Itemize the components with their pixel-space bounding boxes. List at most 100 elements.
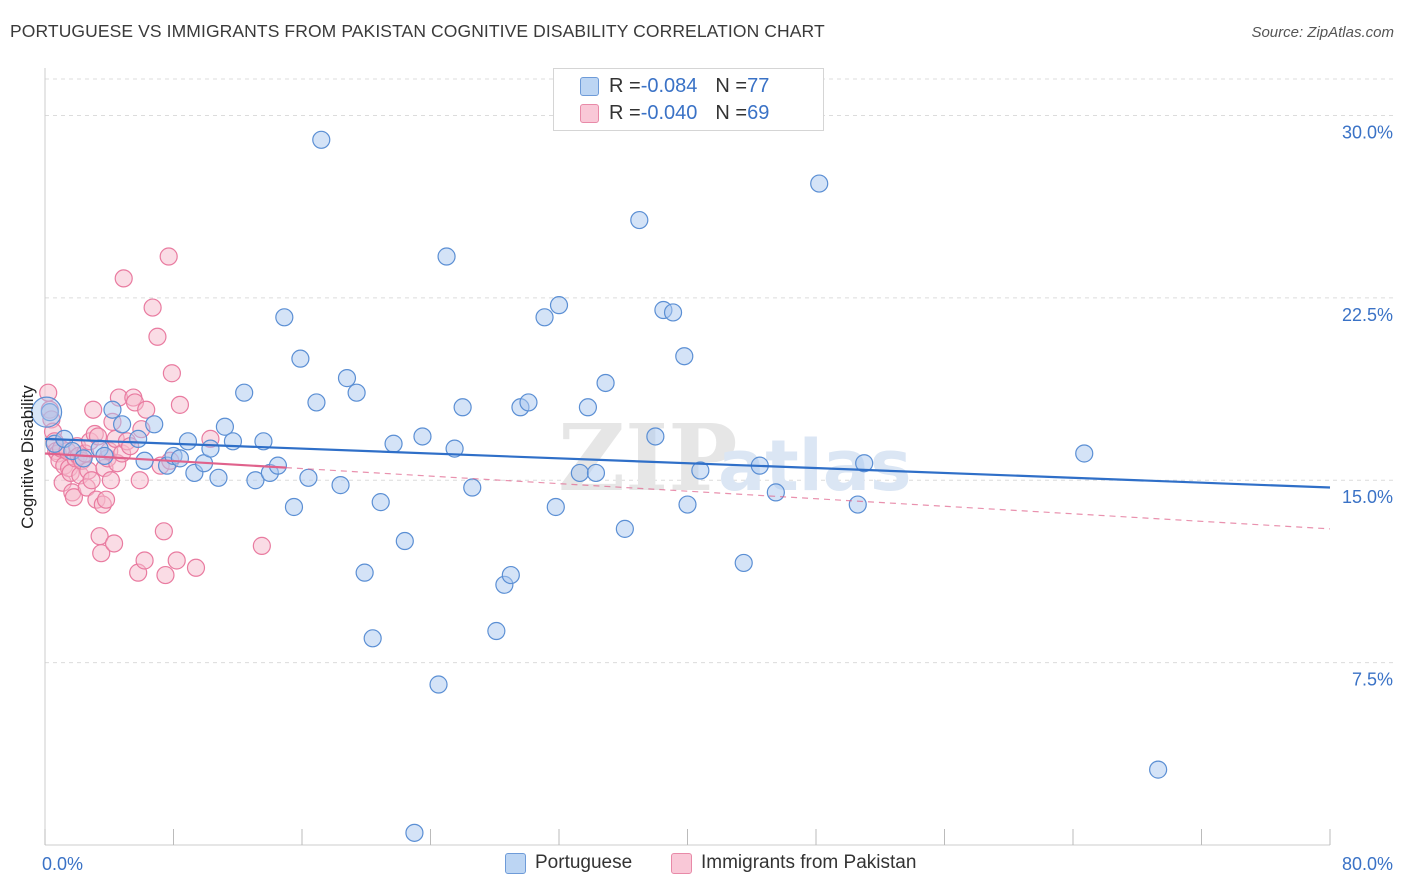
portuguese-point-68 xyxy=(734,553,753,573)
portuguese-point-75 xyxy=(1149,760,1168,779)
portuguese-point-50 xyxy=(501,565,520,585)
portuguese-point-34 xyxy=(337,369,357,388)
legend-row-portuguese: R = -0.084 N = 77 xyxy=(580,74,769,98)
axes xyxy=(44,68,1331,846)
pakistan-point-52 xyxy=(135,551,154,570)
trend-line-pakistan-dashed xyxy=(285,467,1331,530)
pakistan-point-62 xyxy=(167,551,186,570)
portuguese-point-26 xyxy=(268,456,288,475)
pakistan-point-61 xyxy=(162,364,181,383)
portuguese-point-23 xyxy=(246,471,265,490)
portuguese-point-35 xyxy=(347,383,366,402)
series-portuguese-points xyxy=(31,130,1168,842)
pakistan-point-37 xyxy=(101,471,120,490)
tick-labels: 7.5% 15.0% 22.5% 30.0% 0.0% 80.0% xyxy=(42,122,1393,874)
portuguese-point-64 xyxy=(663,303,683,322)
portuguese-point-36 xyxy=(355,563,374,582)
pakistan-point-57 xyxy=(154,522,173,541)
pakistan-point-54 xyxy=(143,298,162,317)
x-tick-label-1: 80.0% xyxy=(1342,854,1393,874)
y-axis-label: Cognitive Disability xyxy=(18,385,37,529)
portuguese-point-66 xyxy=(678,495,697,514)
pakistan-point-50 xyxy=(130,471,149,490)
chart-title: PORTUGUESE VS IMMIGRANTS FROM PAKISTAN C… xyxy=(10,21,825,41)
portuguese-point-74 xyxy=(1075,444,1094,463)
portuguese-point-24 xyxy=(254,432,273,451)
portuguese-point-15 xyxy=(178,432,198,451)
portuguese-point-54 xyxy=(546,497,565,517)
legend-r-label: R = xyxy=(609,74,641,97)
portuguese-point-9 xyxy=(129,429,148,448)
correlation-legend: R = -0.084 N = 77 R = -0.040 N = 69 xyxy=(553,68,824,131)
pakistan-point-64 xyxy=(186,558,206,577)
portuguese-point-56 xyxy=(570,463,589,483)
portuguese-point-65 xyxy=(675,347,694,366)
grid-lines xyxy=(45,78,1393,664)
portuguese-point-32 xyxy=(312,130,331,149)
pakistan-point-31 xyxy=(92,544,111,563)
y-tick-label-1: 15.0% xyxy=(1342,487,1393,507)
pakistan-point-15 xyxy=(64,488,84,507)
portuguese-point-47 xyxy=(463,478,482,497)
trend-lines xyxy=(44,437,1331,530)
portuguese-point-33 xyxy=(331,476,350,495)
legend-n-value: 69 xyxy=(747,101,770,124)
portuguese-point-22 xyxy=(235,383,254,402)
pakistan-point-34 xyxy=(96,490,116,509)
bottom-legend-portuguese: Portuguese xyxy=(505,852,632,874)
portuguese-point-67 xyxy=(691,461,710,480)
pakistan-point-58 xyxy=(156,565,175,585)
portuguese-point-10 xyxy=(135,451,154,470)
pakistan-point-39 xyxy=(104,534,124,553)
portuguese-point-53 xyxy=(535,308,554,327)
x-tick-label-0: 0.0% xyxy=(42,854,83,874)
portuguese-point-18 xyxy=(201,439,220,458)
legend-row-pakistan: R = -0.040 N = 69 xyxy=(580,101,769,125)
portuguese-point-39 xyxy=(384,434,403,453)
portuguese-point-55 xyxy=(549,296,569,315)
watermark-zip: ZIP xyxy=(558,404,737,512)
portuguese-point-57 xyxy=(578,398,598,417)
y-tick-label-2: 22.5% xyxy=(1342,305,1393,325)
portuguese-point-73 xyxy=(855,454,874,473)
portuguese-point-30 xyxy=(299,468,318,487)
portuguese-point-58 xyxy=(586,463,606,483)
legend-r-value: -0.084 xyxy=(640,74,698,97)
legend-n-label: N = xyxy=(715,101,748,124)
source-note: Source: ZipAtlas.com xyxy=(1251,24,1394,41)
portuguese-point-7 xyxy=(103,400,122,419)
pakistan-point-63 xyxy=(170,395,190,414)
trend-line-pakistan-solid xyxy=(44,452,287,469)
portuguese-point-61 xyxy=(630,210,649,230)
legend-n-label: N = xyxy=(715,74,748,97)
bottom-legend-swatch-portuguese xyxy=(505,852,526,874)
portuguese-point-71 xyxy=(810,174,829,193)
portuguese-point-31 xyxy=(307,393,326,412)
pakistan-point-25 xyxy=(82,471,101,490)
portuguese-point-0 xyxy=(40,403,59,422)
y-tick-label-0: 7.5% xyxy=(1352,670,1393,690)
portuguese-point-72 xyxy=(848,495,867,514)
legend-swatch-portuguese xyxy=(580,76,599,96)
pakistan-point-55 xyxy=(148,327,167,346)
bottom-legend-swatch-pakistan xyxy=(671,852,692,874)
portuguese-point-19 xyxy=(209,468,228,487)
portuguese-point-28 xyxy=(284,497,304,517)
portuguese-point-44 xyxy=(437,247,456,266)
portuguese-point-20 xyxy=(215,417,234,436)
portuguese-point-8 xyxy=(112,415,132,434)
portuguese-point-37 xyxy=(363,629,382,648)
portuguese-point-43 xyxy=(429,675,448,694)
portuguese-point-45 xyxy=(445,439,464,458)
portuguese-point-27 xyxy=(275,308,294,327)
portuguese-point-60 xyxy=(615,519,634,538)
y-tick-label-3: 30.0% xyxy=(1342,122,1393,142)
bottom-legend-pakistan: Immigrants from Pakistan xyxy=(671,852,916,874)
portuguese-point-59 xyxy=(596,373,615,393)
bottom-legend-label-pakistan: Immigrants from Pakistan xyxy=(701,852,917,873)
pakistan-point-66 xyxy=(252,536,271,555)
trend-line-portuguese xyxy=(44,437,1331,489)
pakistan-point-59 xyxy=(159,247,178,266)
pakistan-point-26 xyxy=(84,400,103,419)
portuguese-point-40 xyxy=(395,531,414,551)
